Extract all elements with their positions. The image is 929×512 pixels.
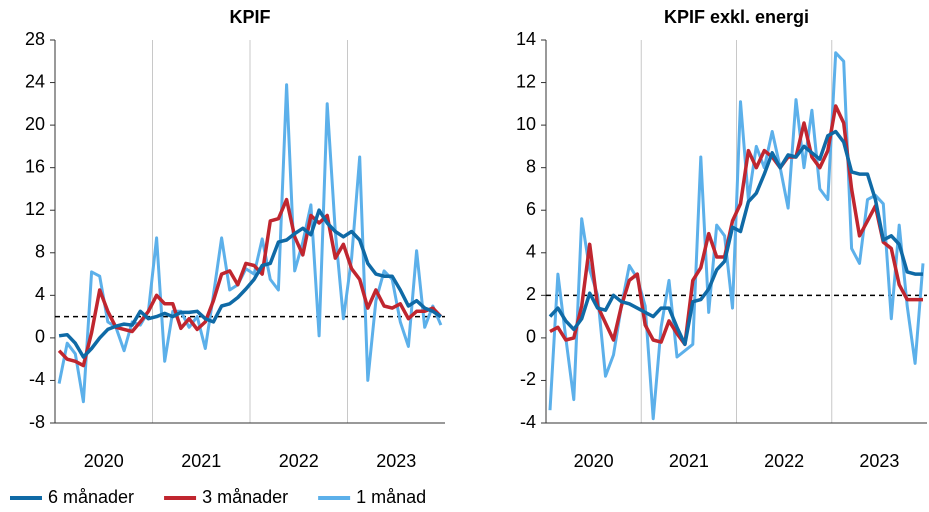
series-line — [548, 51, 925, 421]
x-tick-label: 2020 — [574, 451, 614, 471]
x-tick-label: 2023 — [859, 451, 899, 471]
x-tick-label: 2021 — [181, 451, 221, 471]
legend-label: 6 månader — [48, 487, 134, 507]
y-tick-label: 24 — [25, 71, 45, 91]
chart-title: KPIF — [229, 7, 270, 27]
legend-label: 1 månad — [356, 487, 426, 507]
y-tick-label: 8 — [35, 242, 45, 262]
y-tick-label: 14 — [516, 29, 536, 49]
legend-label: 3 månader — [202, 487, 288, 507]
y-tick-label: 12 — [25, 199, 45, 219]
y-tick-label: 20 — [25, 114, 45, 134]
y-tick-label: 4 — [526, 242, 536, 262]
chart-title: KPIF exkl. energi — [664, 7, 809, 27]
x-tick-label: 2022 — [764, 451, 804, 471]
x-tick-label: 2020 — [84, 451, 124, 471]
y-tick-label: -4 — [29, 369, 45, 389]
x-tick-label: 2023 — [376, 451, 416, 471]
y-tick-label: 2 — [526, 284, 536, 304]
x-tick-label: 2022 — [279, 451, 319, 471]
y-tick-label: 28 — [25, 29, 45, 49]
series-line — [548, 129, 923, 347]
y-tick-label: -4 — [520, 412, 536, 432]
y-tick-label: 12 — [516, 71, 536, 91]
series-line — [57, 197, 443, 368]
y-tick-label: 6 — [526, 199, 536, 219]
y-tick-label: 0 — [35, 327, 45, 347]
y-tick-label: -2 — [520, 369, 536, 389]
y-tick-label: 4 — [35, 284, 45, 304]
series-line — [58, 208, 442, 359]
y-tick-label: 8 — [526, 156, 536, 176]
y-tick-label: 10 — [516, 114, 536, 134]
series-line — [549, 104, 923, 347]
x-tick-label: 2021 — [669, 451, 709, 471]
y-tick-label: 0 — [526, 327, 536, 347]
y-tick-label: 16 — [25, 156, 45, 176]
y-tick-label: -8 — [29, 412, 45, 432]
